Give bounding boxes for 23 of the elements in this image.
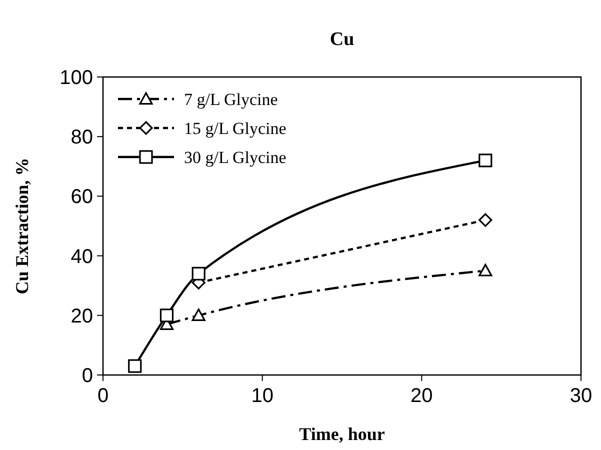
y-tick-label: 80 bbox=[70, 126, 93, 149]
y-tick-label: 20 bbox=[70, 305, 93, 328]
x-tick-label: 10 bbox=[251, 385, 274, 407]
point bbox=[192, 308, 206, 321]
legend-label: 15 g/L Glycine bbox=[184, 119, 286, 138]
point bbox=[192, 266, 206, 280]
legend-label: 30 g/L Glycine bbox=[184, 148, 286, 167]
y-tick-label: 100 bbox=[60, 67, 93, 89]
y-tick-label: 60 bbox=[70, 186, 93, 208]
x-axis-title: Time, hour bbox=[299, 424, 385, 444]
y-tick-label: 40 bbox=[70, 246, 93, 268]
point bbox=[478, 213, 492, 227]
point bbox=[478, 264, 492, 276]
point bbox=[160, 308, 174, 322]
point bbox=[478, 154, 492, 168]
x-tick-label: 0 bbox=[97, 385, 109, 407]
point bbox=[128, 359, 142, 373]
y-tick-label: 0 bbox=[82, 365, 93, 387]
x-tick-label: 20 bbox=[410, 385, 433, 407]
legend-label: 7 g/L Glycine bbox=[184, 90, 278, 109]
y-axis-title: Cu Extraction, % bbox=[12, 158, 32, 294]
x-tick-label: 30 bbox=[570, 385, 592, 407]
chart-title: Cu bbox=[330, 29, 355, 50]
